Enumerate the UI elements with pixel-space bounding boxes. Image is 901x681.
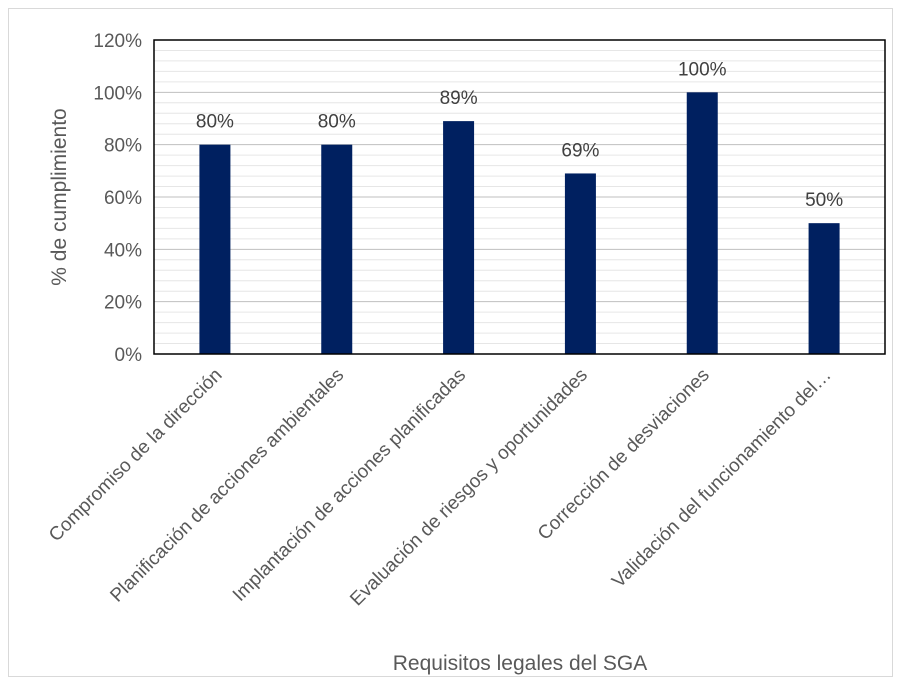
y-tick-label: 100% xyxy=(93,83,142,104)
data-label: 69% xyxy=(561,140,599,161)
bar xyxy=(808,223,840,354)
y-axis-title: % de cumplimiento xyxy=(48,108,71,285)
bars xyxy=(199,92,840,354)
data-label: 80% xyxy=(318,112,356,133)
plot-area-border xyxy=(153,39,886,355)
y-tick-label: 40% xyxy=(104,240,142,261)
x-category-label: Evaluación de riesgos y oportunidades xyxy=(346,365,592,611)
bar xyxy=(686,92,718,354)
bar xyxy=(564,173,596,354)
y-tick-label: 20% xyxy=(104,293,142,314)
data-labels: 80% 80% 89% 69% 100% 50% xyxy=(196,59,843,211)
x-axis-title: Requisitos legales del SGA xyxy=(393,652,647,675)
x-category-label: Validación del funcionamiento del… xyxy=(608,365,835,592)
data-label: 100% xyxy=(678,59,727,80)
data-label: 50% xyxy=(805,190,843,211)
y-axis-ticks: 0% 20% 40% 60% 80% 100% 120% xyxy=(93,31,142,366)
x-category-label: Implantación de acciones planificadas xyxy=(229,365,470,606)
y-tick-label: 60% xyxy=(104,188,142,209)
y-tick-label: 80% xyxy=(104,136,142,157)
bar xyxy=(321,144,353,354)
x-category-label: Planificación de acciones ambientales xyxy=(106,365,348,607)
gridlines xyxy=(154,49,885,345)
y-tick-label: 120% xyxy=(93,31,142,52)
y-tick-label: 0% xyxy=(115,345,143,366)
bar xyxy=(443,121,475,354)
x-axis-category-labels: Compromiso de la direcciónPlanificación … xyxy=(45,365,836,611)
data-label: 89% xyxy=(440,88,478,109)
bar xyxy=(199,144,231,354)
data-label: 80% xyxy=(196,112,234,133)
